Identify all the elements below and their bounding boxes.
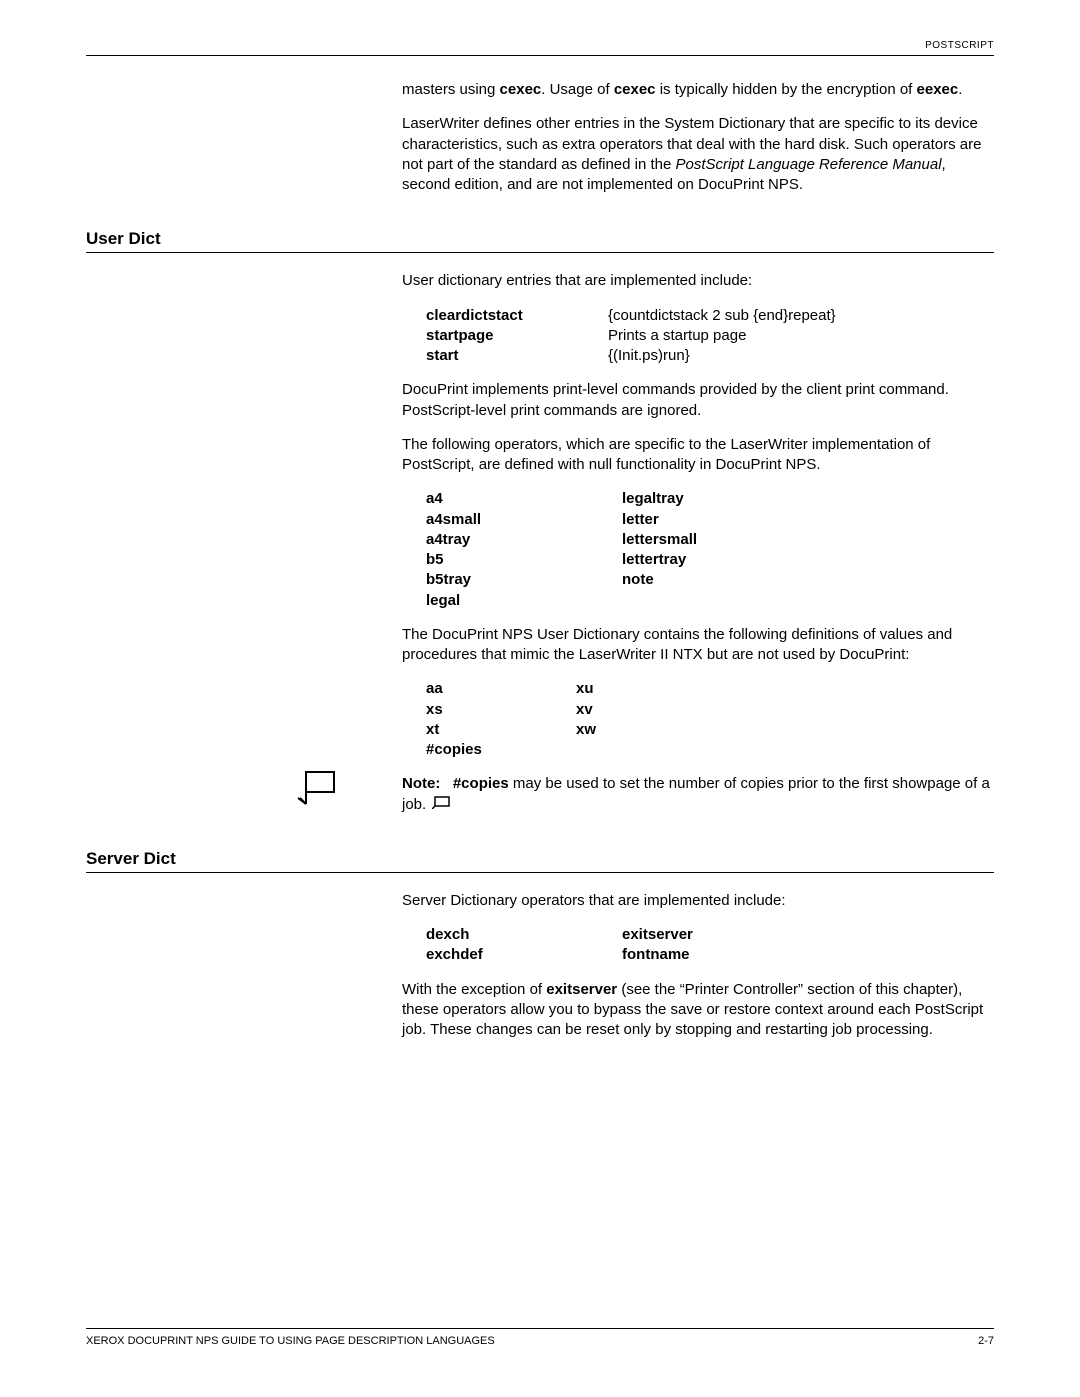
- op-item: #copies: [426, 740, 576, 760]
- def-key: cleardictstact: [426, 306, 608, 326]
- user-dict-null-ops: a4 a4small a4tray b5 b5tray legal legalt…: [426, 489, 994, 611]
- footer-right: 2-7: [978, 1335, 994, 1347]
- text: With the exception of: [402, 981, 546, 998]
- user-dict-heading: User Dict: [86, 229, 994, 249]
- op-item: a4: [426, 489, 622, 509]
- op-col-2: xu xv xw: [576, 679, 772, 760]
- op-item: xs: [426, 700, 576, 720]
- op-item: note: [622, 570, 818, 590]
- term-exitserver: exitserver: [546, 981, 617, 998]
- def-row: cleardictstact {countdictstack 2 sub {en…: [426, 306, 994, 326]
- def-row: startpage Prints a startup page: [426, 326, 994, 346]
- server-dict-rule: [86, 872, 994, 873]
- user-dict-mimic-ops: aa xs xt #copies xu xv xw: [426, 679, 994, 760]
- op-item: a4small: [426, 510, 622, 530]
- term-eexec: eexec: [917, 81, 959, 98]
- def-key: startpage: [426, 326, 608, 346]
- op-item: legal: [426, 591, 622, 611]
- note-term: #copies: [453, 775, 509, 792]
- op-item: aa: [426, 679, 576, 699]
- header-rule: [86, 55, 994, 56]
- intro-p2: LaserWriter defines other entries in the…: [402, 114, 994, 195]
- def-row: start {(Init.ps)run}: [426, 346, 994, 366]
- def-key: start: [426, 346, 608, 366]
- op-item: b5tray: [426, 570, 622, 590]
- note-text: Note: #copies may be used to set the num…: [402, 774, 994, 815]
- term-cexec: cexec: [614, 81, 656, 98]
- note-icon: [294, 768, 338, 808]
- footer: XEROX DOCUPRINT NPS GUIDE TO USING PAGE …: [86, 1328, 994, 1347]
- op-item: xt: [426, 720, 576, 740]
- op-item: letter: [622, 510, 818, 530]
- op-item: xv: [576, 700, 772, 720]
- note-end-icon: [432, 795, 452, 815]
- user-dict-p4: The DocuPrint NPS User Dictionary contai…: [402, 625, 994, 666]
- intro-p1: masters using cexec. Usage of cexec is t…: [402, 80, 994, 100]
- op-item: exchdef: [426, 945, 622, 965]
- note-row: Note: #copies may be used to set the num…: [86, 774, 994, 815]
- op-item: xw: [576, 720, 772, 740]
- intro-block: masters using cexec. Usage of cexec is t…: [402, 80, 994, 195]
- user-dict-content: User dictionary entries that are impleme…: [402, 271, 994, 760]
- page: POSTSCRIPT masters using cexec. Usage of…: [0, 0, 1080, 1397]
- server-dict-p1: Server Dictionary operators that are imp…: [402, 891, 994, 911]
- def-val: {(Init.ps)run}: [608, 346, 994, 366]
- op-item: dexch: [426, 925, 622, 945]
- op-col-1: a4 a4small a4tray b5 b5tray legal: [426, 489, 622, 611]
- op-item: lettersmall: [622, 530, 818, 550]
- user-dict-p1: User dictionary entries that are impleme…: [402, 271, 994, 291]
- def-val: {countdictstack 2 sub {end}repeat}: [608, 306, 994, 326]
- op-item: legaltray: [622, 489, 818, 509]
- footer-left: XEROX DOCUPRINT NPS GUIDE TO USING PAGE …: [86, 1335, 495, 1347]
- text: is typically hidden by the encryption of: [656, 81, 917, 98]
- user-dict-defs: cleardictstact {countdictstack 2 sub {en…: [402, 306, 994, 367]
- op-item: b5: [426, 550, 622, 570]
- user-dict-rule: [86, 252, 994, 253]
- server-dict-content: Server Dictionary operators that are imp…: [402, 891, 994, 1041]
- op-col-2: exitserver fontname: [622, 925, 818, 966]
- text: .: [958, 81, 962, 98]
- user-dict-p2: DocuPrint implements print-level command…: [402, 380, 994, 421]
- user-dict-p3: The following operators, which are speci…: [402, 435, 994, 476]
- header-label: POSTSCRIPT: [86, 40, 994, 51]
- footer-rule: [86, 1328, 994, 1329]
- note-label: Note:: [402, 775, 440, 792]
- op-col-1: dexch exchdef: [426, 925, 622, 966]
- op-col-2: legaltray letter lettersmall lettertray …: [622, 489, 818, 611]
- text: . Usage of: [541, 81, 614, 98]
- footer-row: XEROX DOCUPRINT NPS GUIDE TO USING PAGE …: [86, 1335, 994, 1347]
- op-item: lettertray: [622, 550, 818, 570]
- def-val: Prints a startup page: [608, 326, 994, 346]
- op-item: exitserver: [622, 925, 818, 945]
- book-title: PostScript Language Reference Manual: [676, 156, 942, 173]
- server-dict-p2: With the exception of exitserver (see th…: [402, 980, 994, 1041]
- op-col-1: aa xs xt #copies: [426, 679, 576, 760]
- op-item: a4tray: [426, 530, 622, 550]
- server-dict-ops: dexch exchdef exitserver fontname: [426, 925, 994, 966]
- term-cexec: cexec: [500, 81, 542, 98]
- op-item: xu: [576, 679, 772, 699]
- text: masters using: [402, 81, 500, 98]
- server-dict-heading: Server Dict: [86, 849, 994, 869]
- op-item: fontname: [622, 945, 818, 965]
